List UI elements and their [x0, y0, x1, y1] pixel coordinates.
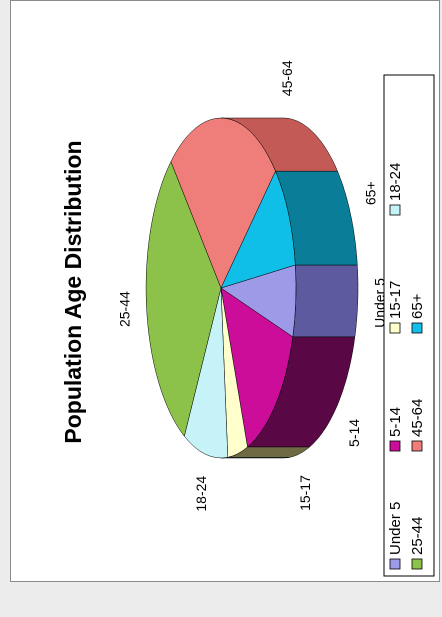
slice-65 — [220, 170, 296, 289]
legend-swatch-under-5 — [389, 558, 401, 570]
legend-label-5-14: 5-14 — [387, 407, 404, 437]
slice-45-64 — [170, 117, 276, 289]
slice-18-24 — [184, 287, 229, 459]
legend-label-18-24: 18-24 — [387, 163, 404, 201]
slice-side-under-5 — [292, 264, 359, 338]
legend-swatch-18-24 — [389, 204, 401, 216]
legend-label-45-64: 45-64 — [409, 399, 426, 437]
legend-swatch-25-44 — [411, 558, 423, 570]
data-label-45-64: 45-64 — [279, 60, 295, 96]
data-label-5-14: 5-14 — [346, 419, 362, 447]
legend-swatch-15-17 — [389, 322, 401, 334]
legend-swatch-45-64 — [411, 440, 423, 452]
pie-tops — [145, 117, 297, 459]
data-label-18-24: 18-24 — [193, 476, 209, 512]
pie-sides — [221, 117, 359, 459]
legend-swatch-65 — [411, 322, 423, 334]
chart-legend: Under 5 5-14 15-17 18-24 25-44 45-64 65+ — [383, 74, 435, 577]
data-label-65: 65+ — [363, 181, 379, 205]
pie-chart: Population Age Distribution Under 5 5-14 1… — [60, 60, 435, 577]
legend-label-25-44: 25-44 — [409, 517, 426, 555]
slice-5-14 — [220, 287, 294, 448]
legend-label-65: 65+ — [409, 293, 426, 319]
legend-swatch-5-14 — [389, 440, 401, 452]
legend-label-15-17: 15-17 — [387, 281, 404, 319]
chart-title: Population Age Distribution — [60, 140, 86, 443]
legend-label-under-5: Under 5 — [387, 502, 404, 555]
chart-frame: Population Age Distribution Under 5 5-14 1… — [10, 0, 440, 582]
slice-side-18-24 — [221, 457, 290, 459]
data-label-15-17: 15-17 — [297, 475, 313, 511]
data-label-25-44: 25-44 — [117, 291, 133, 327]
slice-25-44 — [145, 160, 222, 437]
